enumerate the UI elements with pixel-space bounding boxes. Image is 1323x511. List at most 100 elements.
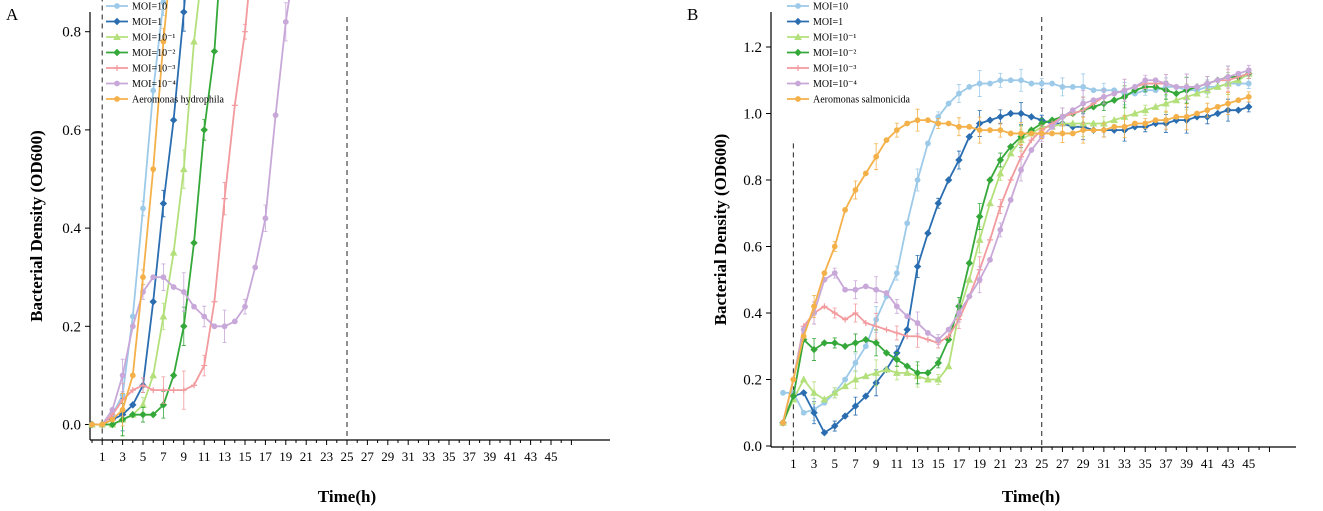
data-point — [1007, 77, 1014, 84]
data-point — [1214, 77, 1221, 84]
data-point — [820, 339, 829, 347]
data-point — [842, 316, 849, 323]
data-point — [190, 37, 198, 45]
data-point — [831, 310, 838, 316]
data-point — [139, 410, 147, 419]
data-point — [180, 8, 188, 16]
data-point — [190, 239, 198, 247]
data-point — [821, 303, 828, 310]
x-tick-label: 31 — [1097, 456, 1110, 471]
data-point — [997, 127, 1004, 134]
data-point — [904, 333, 911, 340]
data-point — [1132, 84, 1138, 90]
data-point — [1111, 123, 1118, 130]
x-tick-label: 41 — [1201, 456, 1214, 471]
data-point — [780, 389, 786, 396]
data-point — [986, 199, 994, 207]
data-point — [987, 127, 993, 134]
data-point — [924, 375, 932, 383]
data-point — [1006, 149, 1015, 157]
data-point — [862, 392, 870, 400]
x-tick-label: 3 — [811, 456, 818, 471]
data-point — [986, 176, 994, 184]
x-tick-label: 33 — [422, 449, 435, 464]
x-tick-label: 37 — [463, 449, 477, 464]
x-tick-label: 5 — [832, 456, 839, 471]
x-tick-label: 27 — [1056, 456, 1070, 471]
data-point — [914, 177, 921, 183]
data-point — [987, 236, 993, 243]
data-point — [1018, 130, 1024, 137]
data-point — [231, 318, 238, 325]
data-point — [882, 349, 891, 357]
legend-entry: MOI=10⁻⁴ — [813, 79, 857, 90]
legend-swatch-marker — [114, 3, 120, 9]
data-point — [852, 187, 859, 193]
legend-entry: MOI=1 — [813, 17, 843, 28]
data-point — [965, 275, 974, 283]
series-line — [782, 105, 1250, 434]
data-point — [1007, 130, 1014, 137]
data-point — [242, 28, 248, 35]
data-point — [842, 286, 848, 293]
data-point — [1131, 109, 1139, 117]
x-tick-label: 13 — [911, 456, 924, 471]
x-tick-label: 45 — [1242, 456, 1255, 471]
x-tick-label: 11 — [891, 456, 904, 471]
data-point — [1007, 197, 1014, 203]
x-tick-label: 13 — [218, 449, 231, 464]
data-point — [160, 0, 167, 6]
data-point — [945, 120, 952, 127]
x-tick-label: 41 — [504, 449, 517, 464]
data-point — [150, 274, 157, 281]
data-point — [140, 274, 146, 281]
data-point — [129, 323, 136, 330]
data-point — [1069, 84, 1076, 90]
x-tick-label: 21 — [300, 449, 313, 464]
x-tick-label: 19 — [973, 456, 986, 471]
data-point — [976, 127, 983, 134]
y-tick-label: 0.2 — [743, 373, 762, 389]
x-tick-label: 45 — [545, 449, 558, 464]
data-point — [966, 84, 973, 90]
data-point — [119, 372, 126, 379]
x-tick-label: 35 — [443, 449, 456, 464]
data-point — [179, 165, 188, 173]
legend-swatch-marker — [113, 32, 121, 40]
data-point — [800, 409, 807, 416]
x-tick-label: 1 — [99, 449, 106, 464]
series-line — [782, 72, 1250, 424]
data-point — [852, 310, 859, 316]
legend-swatch-marker — [113, 48, 121, 57]
series-line — [782, 72, 1250, 424]
data-point — [893, 329, 900, 336]
data-point — [831, 422, 839, 430]
data-point — [201, 313, 208, 320]
data-point — [934, 199, 942, 207]
data-point — [799, 389, 808, 397]
y-tick-label: 0.6 — [743, 240, 762, 256]
data-point — [831, 243, 838, 250]
data-point — [1151, 83, 1160, 91]
data-point — [820, 428, 829, 437]
legend: MOI=10 MOI=1 MOI=10⁻¹ MOI=10⁻² MOI=10⁻³ MOI=1… — [106, 2, 224, 106]
data-point — [821, 270, 828, 277]
data-point — [1049, 130, 1055, 137]
data-point — [780, 419, 786, 426]
data-point — [149, 410, 157, 419]
data-point — [1028, 137, 1035, 144]
data-point — [883, 326, 890, 333]
data-point — [1028, 80, 1035, 87]
data-point — [842, 207, 848, 213]
data-point — [169, 116, 178, 124]
data-point — [1059, 84, 1066, 90]
data-point — [1235, 70, 1242, 77]
data-point — [180, 289, 187, 295]
x-tick-label: 11 — [198, 449, 211, 464]
data-point — [1080, 84, 1087, 90]
data-point — [242, 303, 248, 310]
data-point — [862, 170, 869, 177]
legend-entry: MOI=10⁻⁴ — [132, 79, 176, 90]
x-tick-label: 7 — [160, 449, 167, 464]
legend: MOI=10 MOI=1 MOI=10⁻¹ MOI=10⁻² MOI=10⁻³ MOI=1… — [787, 2, 910, 106]
